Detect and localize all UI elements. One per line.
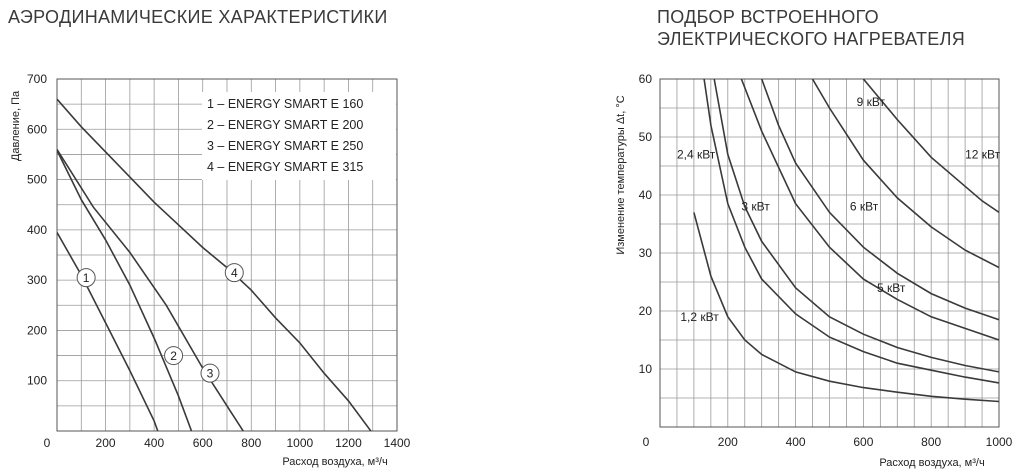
left-marker-3-label: 3 [207, 367, 214, 381]
right-ytick-label: 30 [639, 246, 653, 260]
right-series-line-0 [693, 212, 999, 403]
left-xaxis-label: Расход воздуха, м³/ч [282, 456, 387, 468]
right-xaxis-label: Расход воздуха, м³/ч [879, 457, 984, 469]
left-series-2-line [57, 150, 193, 431]
right-xtick-label: 400 [786, 435, 806, 449]
left-ytick-label: 300 [27, 273, 47, 287]
right-curve-label-1: 2,4 кВт [677, 147, 716, 161]
right-yaxis-label: Изменение температуры Δt, °C [615, 95, 627, 254]
left-marker-4-circle [224, 263, 244, 283]
left-legend-box [202, 92, 396, 180]
left-xtick-label: 200 [96, 436, 116, 450]
right-series-line-4 [760, 79, 999, 321]
right-xtick-label: 1000 [986, 435, 1013, 449]
left-chart-title: АЭРОДИНАМИЧЕСКИЕ ХАРАКТЕРИСТИКИ [8, 7, 388, 27]
right-curve-label-2: 3 кВт [741, 200, 770, 214]
left-ytick-label: 200 [27, 323, 47, 337]
right-series-line-2 [713, 79, 999, 373]
right-curve-label-0: 1,2 кВт [680, 310, 719, 324]
right-curve-label-6: 12 кВт [965, 147, 1001, 161]
right-series-line-1 [703, 79, 999, 384]
left-ytick-label: 100 [27, 374, 47, 388]
right-series-line-3 [740, 79, 999, 341]
left-yaxis-label: Давление, Па [10, 90, 22, 161]
left-ytick-label: 500 [27, 173, 47, 187]
right-ytick-label: 10 [639, 362, 653, 376]
left-xtick-label: 1000 [287, 436, 314, 450]
right-series-group [693, 79, 999, 403]
left-xtick-label: 1400 [384, 436, 411, 450]
left-legend-entry: 2 – ENERGY SMART E 200 [207, 118, 363, 132]
right-curve-label-3: 5 кВт [877, 281, 906, 295]
left-xtick-label: 1200 [335, 436, 362, 450]
left-marker-3-circle [200, 363, 220, 383]
left-legend-entry: 4 – ENERGY SMART E 315 [207, 160, 363, 174]
right-series-line-6 [862, 79, 999, 214]
right-curve-label-4: 6 кВт [850, 200, 879, 214]
left-legend-entry: 3 – ENERGY SMART E 250 [207, 139, 363, 153]
right-xtick-label: 800 [921, 435, 941, 449]
left-legend-entry: 1 – ENERGY SMART E 160 [207, 97, 363, 111]
right-series-line-5 [811, 79, 999, 269]
left-plot-frame [56, 78, 398, 432]
right-plot-frame [659, 78, 1000, 428]
left-marker-1-circle [76, 268, 96, 288]
right-ytick-label: 60 [639, 72, 653, 86]
right-title-line2: ЭЛЕКТРИЧЕСКОГО НАГРЕВАТЕЛЯ [657, 29, 965, 49]
right-ytick-label: 20 [639, 304, 653, 318]
right-curve-label-5: 9 кВт [857, 95, 886, 109]
right-title-line1: ПОДБОР ВСТРОЕННОГО [657, 7, 879, 27]
left-series-3-line [57, 148, 245, 431]
left-ytick-label: 600 [27, 122, 47, 136]
left-marker-1-label: 1 [83, 271, 90, 285]
right-chart-title: ПОДБОР ВСТРОЕННОГО ЭЛЕКТРИЧЕСКОГО НАГРЕВ… [657, 6, 1017, 50]
left-ytick-label: 700 [27, 72, 47, 86]
right-xtick-label: 200 [718, 435, 738, 449]
left-marker-4-label: 4 [231, 266, 238, 280]
right-xtick-label: 0 [643, 435, 650, 449]
left-marker-2-circle [164, 346, 184, 366]
left-marker-2-label: 2 [170, 349, 177, 363]
left-xtick-label: 400 [144, 436, 164, 450]
left-series-1-line [57, 232, 159, 431]
left-xtick-label: 0 [44, 436, 51, 450]
left-chart: 0 200 400 600 800 1000 1200 1400 100 200 300 400 500… [10, 72, 411, 468]
left-xtick-label: 600 [193, 436, 213, 450]
right-chart: 0 200 400 600 800 1000 10 20 30 40 50 60 Расход возд… [615, 72, 1013, 469]
left-xtick-label: 800 [241, 436, 261, 450]
right-xtick-label: 600 [853, 435, 873, 449]
left-ytick-label: 400 [27, 223, 47, 237]
right-ytick-label: 40 [639, 188, 653, 202]
right-ytick-label: 50 [639, 130, 653, 144]
